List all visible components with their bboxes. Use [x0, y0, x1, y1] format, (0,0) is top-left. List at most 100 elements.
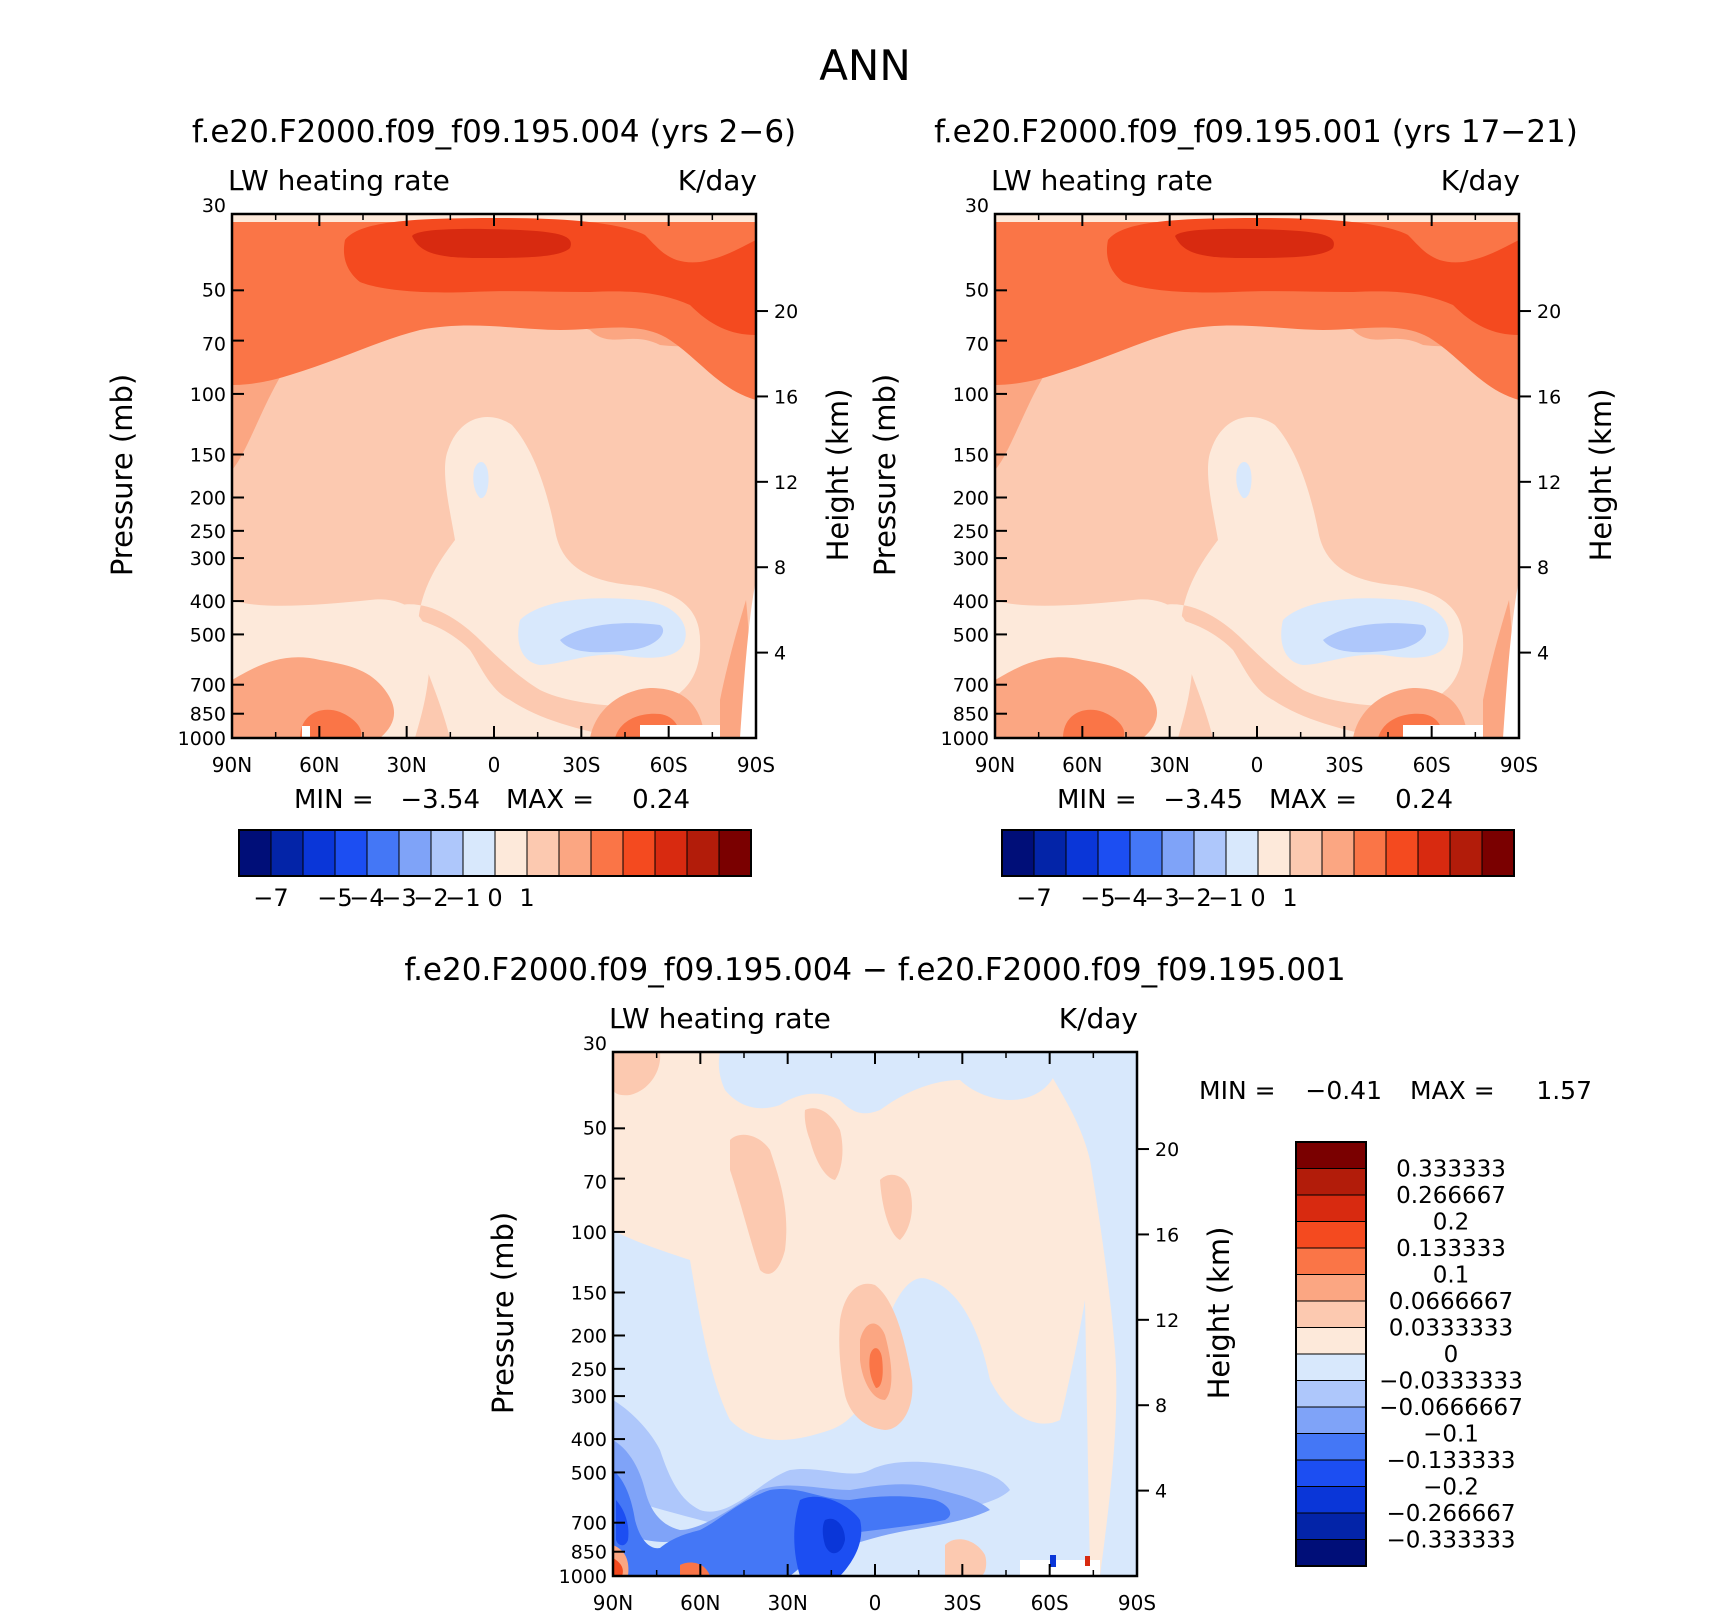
colorbar-box: [1295, 1539, 1367, 1567]
colorbar-label: −0.266667: [1386, 1501, 1515, 1527]
colorbar-box: [686, 829, 720, 877]
x-tick-label: 90N: [593, 1591, 633, 1611]
panel-1-max-label: MAX =: [506, 785, 594, 815]
colorbar-box: [1129, 829, 1163, 877]
colorbar-label: 0.1: [1433, 1263, 1470, 1289]
y-tick-label: 1000: [178, 728, 226, 750]
colorbar-label: 0: [1444, 1342, 1459, 1368]
colorbar-label: 0: [1250, 884, 1265, 912]
panel-2-max-value: 0.24: [1395, 785, 1453, 815]
x-tick-label: 0: [1251, 753, 1264, 777]
colorbar-box: [1295, 1141, 1367, 1169]
colorbar-box: [398, 829, 432, 877]
colorbar-box: [1295, 1221, 1367, 1249]
x-tick-label: 90S: [1500, 753, 1538, 777]
panel-2-min-value: −3.45: [1163, 785, 1243, 815]
y-right-tick-label: 20: [1537, 301, 1561, 323]
y-tick-label: 250: [953, 521, 989, 543]
x-tick-label: 90N: [975, 753, 1015, 777]
colorbar-box: [1295, 1353, 1367, 1381]
y-tick-label: 100: [571, 1222, 607, 1244]
y-tick-label: 150: [571, 1283, 607, 1305]
colorbar-box: [1295, 1300, 1367, 1328]
colorbar-box: [590, 829, 624, 877]
y-tick-label: 200: [571, 1325, 607, 1347]
panel-1-max-value: 0.24: [632, 785, 690, 815]
y-tick-label: 30: [583, 1033, 607, 1055]
colorbar-box: [430, 829, 464, 877]
y-right-tick-label: 16: [1537, 386, 1561, 408]
x-tick-label: 0: [869, 1591, 882, 1611]
colorbar-label: −0.333333: [1386, 1528, 1515, 1554]
colorbar-frame: [1001, 829, 1515, 877]
panel-3-variable-label: LW heating rate: [609, 1002, 831, 1035]
panel-2-unit-label: K/day: [1441, 164, 1520, 197]
panel-3-ylabel: Pressure (mb): [486, 1212, 520, 1414]
y-tick-label: 400: [571, 1429, 607, 1451]
panel-1-variable-label: LW heating rate: [228, 164, 450, 197]
y-tick-label: 300: [190, 548, 226, 570]
colorbar-label: −0.2: [1423, 1475, 1479, 1501]
colorbar-label: 1: [1282, 884, 1297, 912]
colorbar-box: [1097, 829, 1131, 877]
panel-1-ylabel-right: Height (km): [821, 389, 855, 562]
colorbar-box: [1295, 1327, 1367, 1355]
y-tick-label: 500: [571, 1462, 607, 1484]
panel-3-title: f.e20.F2000.f09_f09.195.004 − f.e20.F200…: [404, 952, 1345, 988]
y-tick-label: 50: [965, 279, 989, 301]
colorbar-label: −7: [1016, 884, 1051, 912]
colorbar-box: [1033, 829, 1067, 877]
y-tick-label: 150: [953, 445, 989, 467]
colorbar-box: [1481, 829, 1515, 877]
x-tick-label: 30N: [767, 1591, 807, 1611]
colorbar-box: [1001, 829, 1035, 877]
colorbar-label: −5: [317, 884, 352, 912]
colorbar-label: 0.2: [1433, 1210, 1470, 1236]
y-tick-label: 500: [953, 624, 989, 646]
y-tick-label: 700: [190, 675, 226, 697]
colorbar-box: [334, 829, 368, 877]
colorbar-box: [1225, 829, 1259, 877]
colorbar-label: 0.0333333: [1389, 1316, 1513, 1342]
y-right-tick-label: 4: [774, 643, 786, 665]
x-tick-label: 30S: [943, 1591, 981, 1611]
y-tick-label: 100: [953, 384, 989, 406]
panel-1-min-value: −3.54: [400, 785, 480, 815]
colorbar-box: [1417, 829, 1451, 877]
y-right-tick-label: 12: [1155, 1310, 1179, 1332]
panel-1-field: [232, 214, 756, 738]
panel-2-min-label: MIN =: [1057, 785, 1137, 815]
colorbar-label: −2: [413, 884, 448, 912]
colorbar-label: −0.0333333: [1379, 1369, 1523, 1395]
colorbar-label: −1: [445, 884, 480, 912]
colorbar-frame: [1295, 1141, 1367, 1567]
colorbar-box: [1321, 829, 1355, 877]
y-tick-label: 150: [190, 445, 226, 467]
colorbar-box: [1065, 829, 1099, 877]
colorbar-box: [1161, 829, 1195, 877]
colorbar-box: [1295, 1168, 1367, 1196]
panel-3-ylabel-right: Height (km): [1202, 1227, 1236, 1400]
colorbar-box: [1295, 1274, 1367, 1302]
y-tick-label: 400: [953, 591, 989, 613]
colorbar-box: [270, 829, 304, 877]
panel-3-field: [613, 1052, 1137, 1576]
panel-2-axes: 90N 60N 30N 0 30S 60S 90S 30 50 70 100 150 200 250 300…: [941, 195, 1562, 777]
x-tick-label: 90S: [1118, 1591, 1156, 1611]
x-tick-label: 60N: [299, 753, 339, 777]
colorbar-box: [302, 829, 336, 877]
colorbar-label: −5: [1080, 884, 1115, 912]
colorbar-box: [1257, 829, 1291, 877]
colorbar-box: [526, 829, 560, 877]
panel-2-ylabel-right: Height (km): [1584, 389, 1618, 562]
panel-1-title: f.e20.F2000.f09_f09.195.004 (yrs 2−6): [192, 114, 796, 150]
colorbar-box: [558, 829, 592, 877]
colorbar-box: [1295, 1194, 1367, 1222]
y-tick-label: 1000: [941, 728, 989, 750]
colorbar-label: 0.0666667: [1389, 1289, 1513, 1315]
y-right-tick-label: 16: [774, 386, 798, 408]
colorbar-box: [622, 829, 656, 877]
x-tick-label: 90S: [737, 753, 775, 777]
colorbar-box: [1193, 829, 1227, 877]
